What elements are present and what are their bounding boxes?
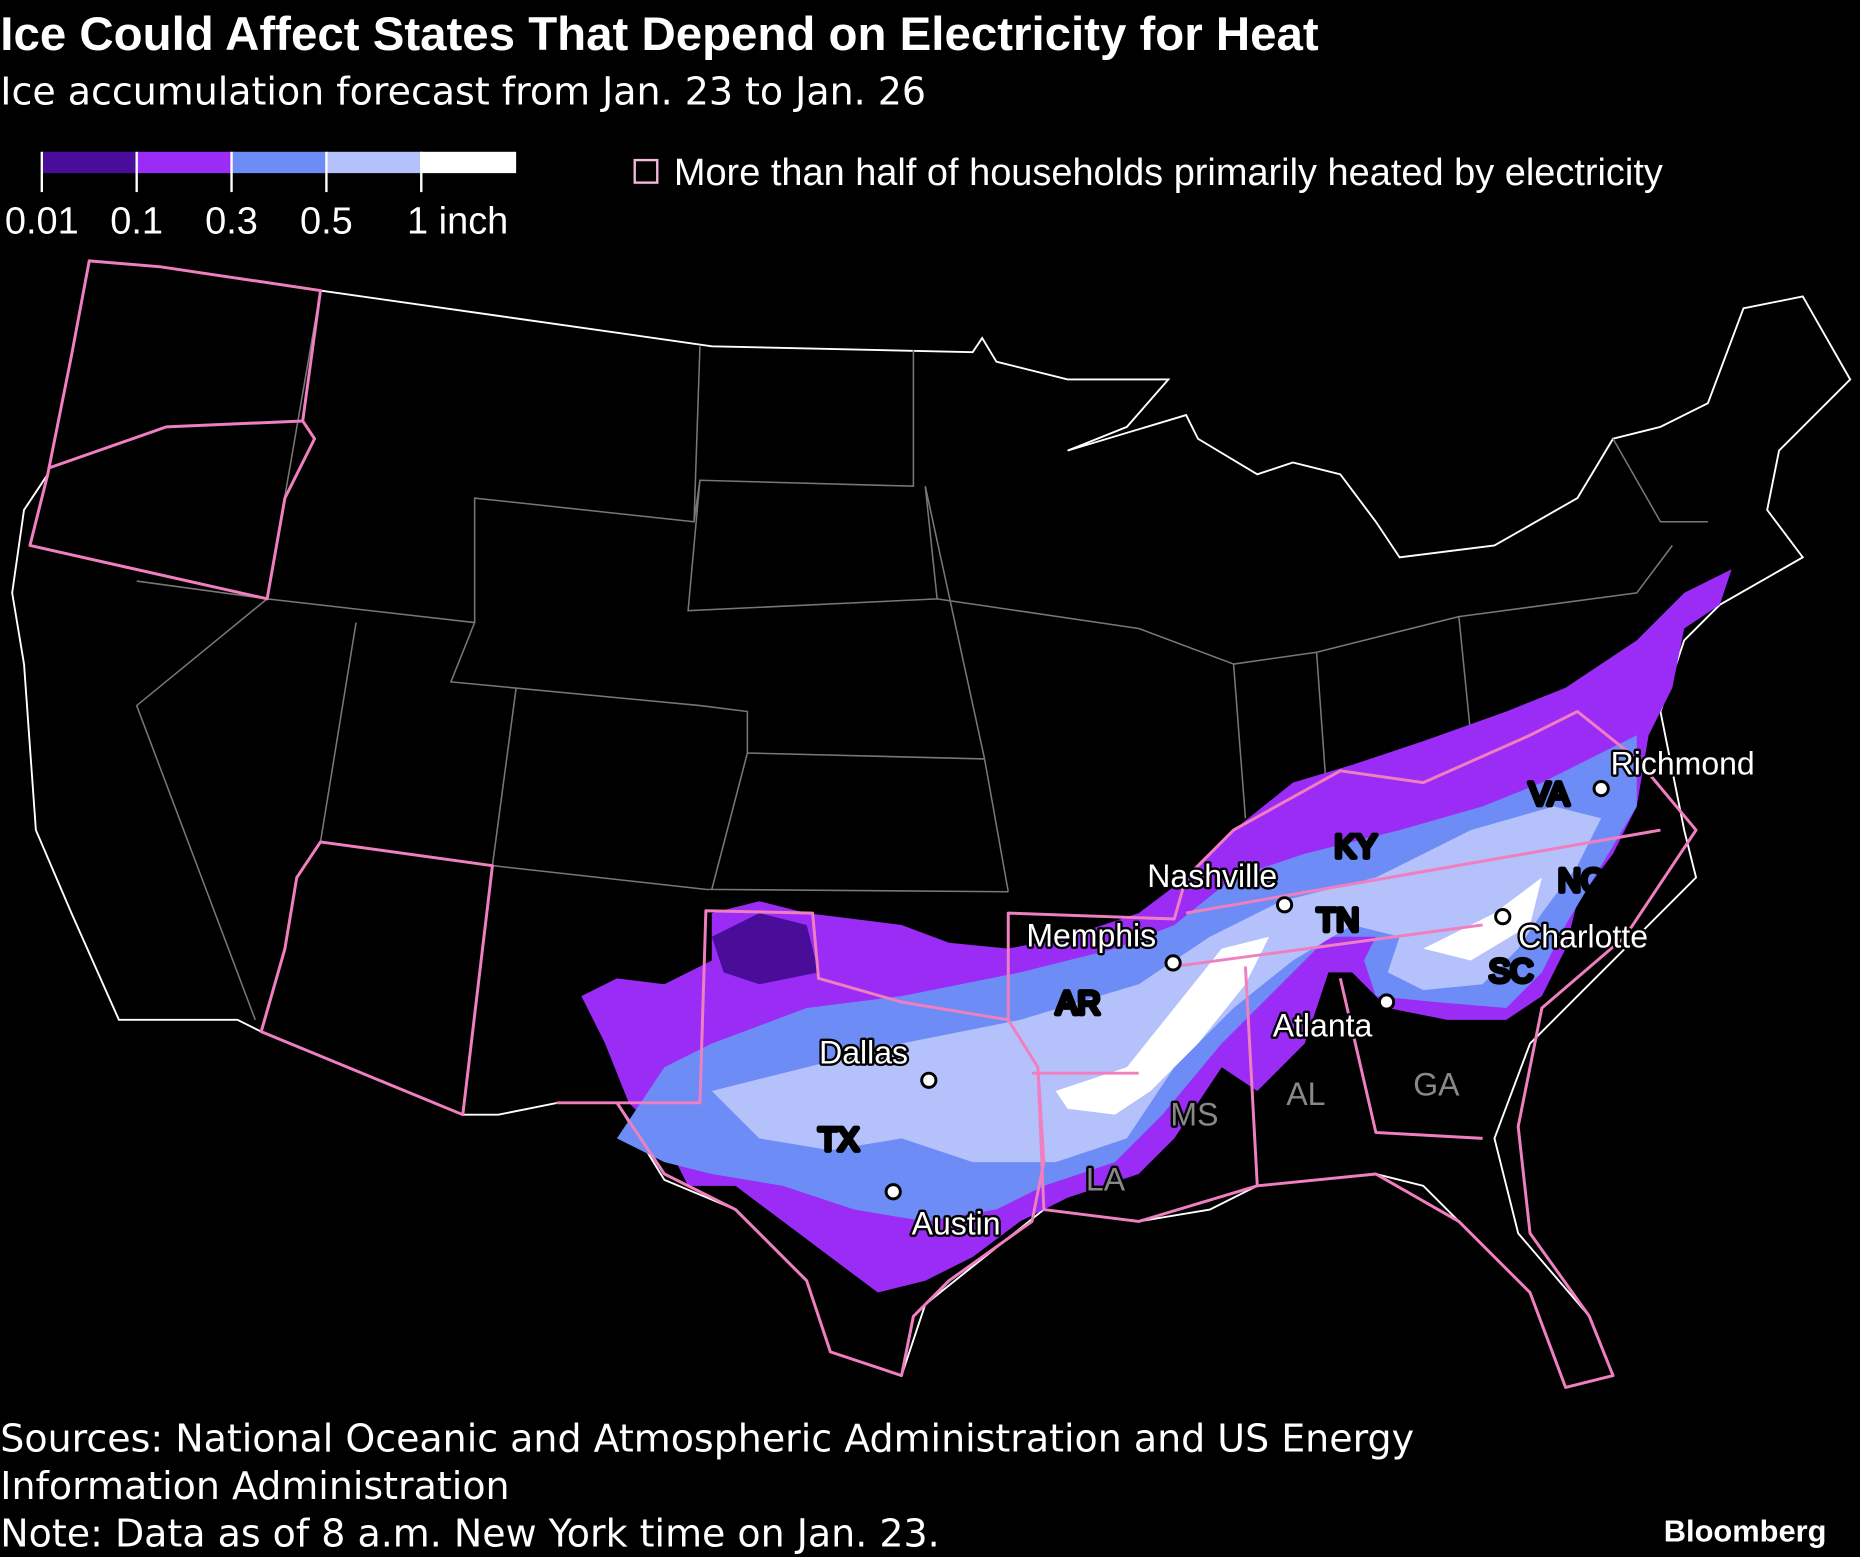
state-label: LA <box>1086 1162 1126 1198</box>
city-label: Austin <box>912 1205 1001 1241</box>
legend-tick-label: 1 inch <box>407 201 508 243</box>
electric-heat-states <box>28 259 1698 1389</box>
subtitle: Ice accumulation forecast from Jan. 23 t… <box>0 69 926 113</box>
city-dot <box>920 1071 938 1089</box>
state-label: TX <box>818 1121 859 1157</box>
sources: Information Administration <box>0 1464 509 1508</box>
legend-bin <box>326 151 422 174</box>
state-label: KY <box>1334 828 1377 864</box>
title: Ice Could Affect States That Depend on E… <box>0 8 1319 61</box>
city-dot <box>884 1183 902 1201</box>
brand: Bloomberg <box>1664 1514 1827 1549</box>
city-label: Dallas <box>819 1035 908 1071</box>
city-label: Atlanta <box>1273 1007 1373 1043</box>
legend-tick-label: 0.5 <box>300 201 353 243</box>
ice-0.5 <box>711 806 1602 1163</box>
us-outline <box>11 259 1852 1389</box>
sources: Sources: National Oceanic and Atmospheri… <box>0 1416 1414 1460</box>
city-label: Richmond <box>1611 745 1755 781</box>
city-dot <box>1494 908 1512 926</box>
legend-bin <box>41 151 137 174</box>
state-label: GA <box>1413 1067 1460 1103</box>
city-dot <box>1275 896 1294 914</box>
legend-tick-label: 0.01 <box>5 201 79 243</box>
city-label: Charlotte <box>1518 918 1648 954</box>
legend-bin <box>421 151 517 174</box>
state-label: MS <box>1170 1096 1218 1132</box>
legend-bin <box>231 151 327 174</box>
note: Note: Data as of 8 a.m. New York time on… <box>0 1511 939 1555</box>
state-label: AR <box>1056 985 1100 1021</box>
ice-1 <box>1055 877 1542 1115</box>
state-label: VA <box>1529 776 1570 812</box>
legend: 0.01 0.1 0.3 0.5 1 inch <box>5 151 517 243</box>
legend-swatch <box>633 158 659 184</box>
legend-tick-label: 0.1 <box>110 201 163 243</box>
city-label: Memphis <box>1026 917 1156 953</box>
state-label: TN <box>1317 902 1360 938</box>
ice-dark <box>711 913 819 985</box>
city-dot <box>1164 954 1182 972</box>
legend-tick-label: 0.3 <box>205 201 258 243</box>
city-label: Nashville <box>1147 858 1277 894</box>
map <box>11 259 1852 1389</box>
legend-bin <box>136 151 232 174</box>
city-dot <box>1592 779 1610 798</box>
state-label: NC <box>1558 863 1604 899</box>
city-dot <box>1377 993 1396 1011</box>
state-label: SC <box>1489 953 1533 989</box>
state-label: AL <box>1286 1076 1325 1112</box>
legend-note: More than half of households primarily h… <box>674 152 1663 194</box>
map-labels: Richmond Nashville Memphis Charlotte Atlanta… <box>816 743 1757 1244</box>
